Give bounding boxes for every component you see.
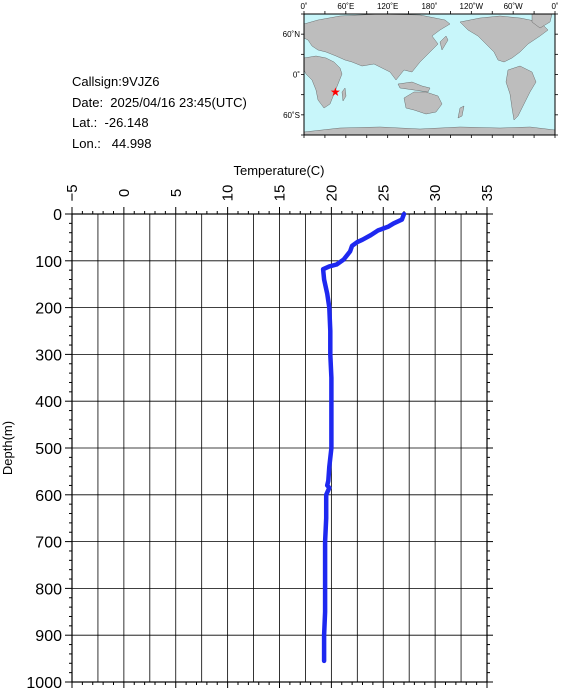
- latitude-text: Lat.: -26.148: [72, 115, 149, 130]
- land-antarctica: [304, 126, 555, 135]
- y-tick-label: 0: [53, 207, 62, 224]
- x-tick-labels: −5 0 5 10 15 20 25 30 35: [64, 184, 496, 201]
- land-south-america: [505, 65, 537, 121]
- y-tick-label: 400: [35, 394, 62, 411]
- map-lon-label: 60˚W: [504, 2, 524, 11]
- y-tick-labels: 0 100 200 300 400 500 600 700 800 900 1000: [26, 207, 62, 690]
- world-map: 0˚ 60˚E 120˚E 180˚ 120˚W 60˚W 0˚ 60˚N 0˚ 60˚S ★: [283, 2, 559, 138]
- y-tick-label: 600: [35, 488, 62, 505]
- y-tick-label: 700: [35, 535, 62, 552]
- y-tick-label: 1000: [26, 675, 62, 690]
- station-info: Callsign:9VJZ6 Date: 2025/04/16 23:45(UT…: [72, 72, 247, 154]
- chart-frame: [71, 213, 488, 683]
- land-eurasia: [304, 14, 451, 81]
- map-ticks: [301, 11, 558, 138]
- land-madagascar: [341, 87, 347, 102]
- map-lat-labels: 60˚N 0˚ 60˚S: [283, 30, 301, 120]
- chart-ticks: [65, 207, 493, 688]
- x-tick-label: 20: [323, 185, 340, 202]
- x-tick-label: −5: [64, 184, 81, 201]
- y-tick-label: 500: [35, 441, 62, 458]
- land-greenland: [531, 14, 553, 29]
- map-lon-label: 180˚: [421, 2, 437, 11]
- map-lat-label: 60˚N: [283, 30, 301, 39]
- land-australia: [403, 91, 443, 115]
- map-lon-label: 60˚E: [337, 2, 354, 11]
- x-tick-label: 5: [168, 189, 185, 197]
- callsign-text: Callsign:9VJZ6: [72, 74, 160, 89]
- y-tick-label: 100: [35, 254, 62, 271]
- longitude-text: Lon.: 44.998: [72, 135, 152, 151]
- y-tick-label: 300: [35, 347, 62, 364]
- y-axis-label: Depth(m): [0, 421, 15, 475]
- x-tick-label: 0: [116, 189, 133, 197]
- land-north-america: [459, 15, 549, 63]
- y-tick-label: 800: [35, 581, 62, 598]
- land-indonesia: [397, 81, 431, 93]
- x-tick-label: 25: [375, 185, 392, 202]
- y-tick-label: 200: [35, 301, 62, 318]
- x-tick-label: 35: [479, 185, 496, 202]
- temperature-profile-line: [320, 211, 407, 664]
- x-tick-label: 30: [427, 185, 444, 202]
- map-lon-label: 0˚: [300, 2, 307, 11]
- chart-grid: [71, 213, 488, 683]
- x-tick-label: 15: [272, 185, 289, 202]
- map-lon-label: 0˚: [551, 2, 558, 11]
- map-station-marker: ★: [330, 85, 341, 99]
- map-land: [304, 14, 555, 135]
- land-africa: [304, 55, 343, 109]
- map-lat-label: 0˚: [293, 71, 300, 80]
- map-lon-labels: 0˚ 60˚E 120˚E 180˚ 120˚W 60˚W 0˚: [300, 2, 558, 11]
- map-lon-label: 120˚E: [377, 2, 398, 11]
- map-lon-label: 120˚W: [460, 2, 484, 11]
- x-tick-label: 10: [220, 185, 237, 202]
- map-lat-label: 60˚S: [283, 111, 300, 120]
- y-tick-label: 900: [35, 628, 62, 645]
- land-newzealand: [457, 105, 465, 119]
- chart-series: [320, 211, 407, 664]
- land-japan: [439, 35, 449, 51]
- x-axis-label: Temperature(C): [233, 163, 324, 178]
- date-text: Date: 2025/04/16 23:45(UTC): [72, 94, 247, 110]
